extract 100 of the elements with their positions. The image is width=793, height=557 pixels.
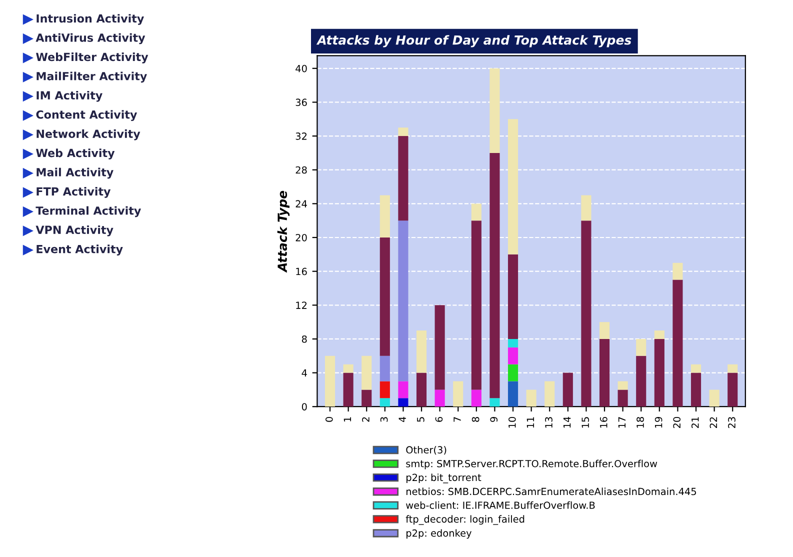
- x-tick-label: 13: [545, 417, 552, 428]
- text: MailFilter Activity: [36, 72, 147, 83]
- legend-label: netbios: SMB.DCERPC.SamrEnumerateAliasesInDomain.445: [406, 488, 696, 496]
- text: Content Activity: [36, 110, 138, 121]
- bar: [398, 381, 408, 398]
- bar: [490, 68, 500, 153]
- x-tick-label: 15: [582, 417, 590, 428]
- y-axis-title: Attack Type: [277, 190, 290, 273]
- bar: [471, 390, 482, 407]
- bar: [343, 372, 354, 407]
- bar: [398, 128, 408, 136]
- bar: [380, 237, 390, 356]
- bar: [562, 372, 573, 407]
- x-tick-label: 23: [728, 417, 736, 428]
- y-tick-label: 32: [296, 132, 307, 140]
- x-tick-label: 9: [490, 417, 498, 422]
- bar: [362, 356, 372, 390]
- y-tick-label: 0: [302, 403, 307, 410]
- x-tick-label: 14: [564, 416, 571, 428]
- text: Event Activity: [36, 244, 123, 256]
- legend-label: p2p: edonkey: [406, 529, 472, 539]
- legend-label: Other(3): [406, 446, 446, 455]
- x-tick-label: 7: [454, 417, 461, 422]
- bar: [636, 356, 646, 407]
- text: Mail Activity: [36, 168, 114, 179]
- bar: [508, 338, 518, 348]
- bar: [672, 262, 683, 280]
- bar: [618, 381, 628, 390]
- y-tick-label: 8: [302, 335, 307, 343]
- text: IM Activity: [36, 90, 102, 102]
- bar: [471, 204, 482, 221]
- bar: [508, 347, 518, 364]
- x-tick-label: 11: [526, 417, 534, 428]
- bar: [471, 220, 482, 390]
- x-tick-label: 19: [654, 417, 662, 428]
- bar: [453, 381, 464, 407]
- bar: [380, 381, 390, 398]
- text: Web Activity: [36, 148, 115, 160]
- bar: [599, 338, 610, 407]
- bar: [508, 119, 518, 254]
- bar: [508, 364, 518, 382]
- text: VPN Activity: [36, 225, 114, 236]
- bar: [416, 330, 427, 373]
- text: AntiVirus Activity: [36, 33, 146, 44]
- bar: [618, 390, 628, 407]
- bar: [728, 364, 738, 373]
- bar: [728, 372, 738, 407]
- y-tick-label: 20: [296, 234, 307, 242]
- x-tick-label: 6: [435, 416, 443, 422]
- x-tick-label: 21: [691, 417, 699, 428]
- y-tick-label: 4: [302, 369, 307, 376]
- bar: [380, 356, 390, 382]
- bar: [544, 381, 555, 407]
- bar: [672, 280, 683, 407]
- y-tick-label: 12: [296, 302, 307, 309]
- text: Intrusion Activity: [36, 14, 144, 25]
- x-tick-label: 22: [710, 417, 717, 428]
- x-tick-label: 2: [362, 417, 370, 422]
- legend-label: ftp_decoder: login_failed: [406, 515, 524, 525]
- bar: [398, 136, 408, 221]
- bar: [636, 338, 646, 356]
- bar: [324, 356, 336, 407]
- bar: [709, 390, 720, 407]
- legend-label: smtp: SMTP.Server.RCPT.TO.Remote.Buffer.Overflow: [406, 460, 658, 470]
- y-tick-label: 36: [296, 98, 307, 106]
- bar: [690, 364, 702, 373]
- bar: [490, 398, 500, 407]
- x-tick-label: 16: [600, 416, 608, 428]
- chart-title: Attacks by Hour of Day and Top Attack Types: [316, 35, 632, 48]
- x-tick-label: 8: [472, 417, 480, 422]
- y-tick-label: 40: [296, 64, 307, 72]
- text: WebFilter Activity: [36, 52, 148, 64]
- bar: [434, 390, 445, 407]
- y-tick-label: 24: [296, 200, 307, 208]
- text: Network Activity: [36, 129, 140, 140]
- bar: [416, 372, 427, 407]
- bar: [380, 398, 390, 407]
- bar: [654, 338, 664, 407]
- bar: [398, 220, 408, 382]
- text: FTP Activity: [36, 187, 111, 198]
- bar: [508, 254, 518, 339]
- bar: [654, 330, 664, 339]
- bar: [581, 220, 592, 407]
- x-tick-label: 4: [398, 416, 406, 422]
- text: Terminal Activity: [36, 206, 141, 218]
- x-tick-label: 20: [673, 416, 681, 428]
- bar: [690, 372, 702, 407]
- x-tick-label: 10: [508, 416, 516, 428]
- bar: [362, 390, 372, 407]
- bar: [398, 398, 408, 407]
- bar: [380, 195, 390, 238]
- legend-label: web-client: IE.IFRAME.BufferOverflow.B: [406, 501, 595, 509]
- legend-label: p2p: bit_torrent: [406, 474, 482, 484]
- bar: [508, 381, 518, 407]
- bar: [434, 305, 445, 390]
- bar: [599, 322, 610, 339]
- bar: [343, 364, 354, 373]
- x-tick-label: 3: [380, 417, 388, 422]
- x-tick-label: 5: [417, 417, 424, 422]
- x-tick-label: 1: [344, 417, 351, 422]
